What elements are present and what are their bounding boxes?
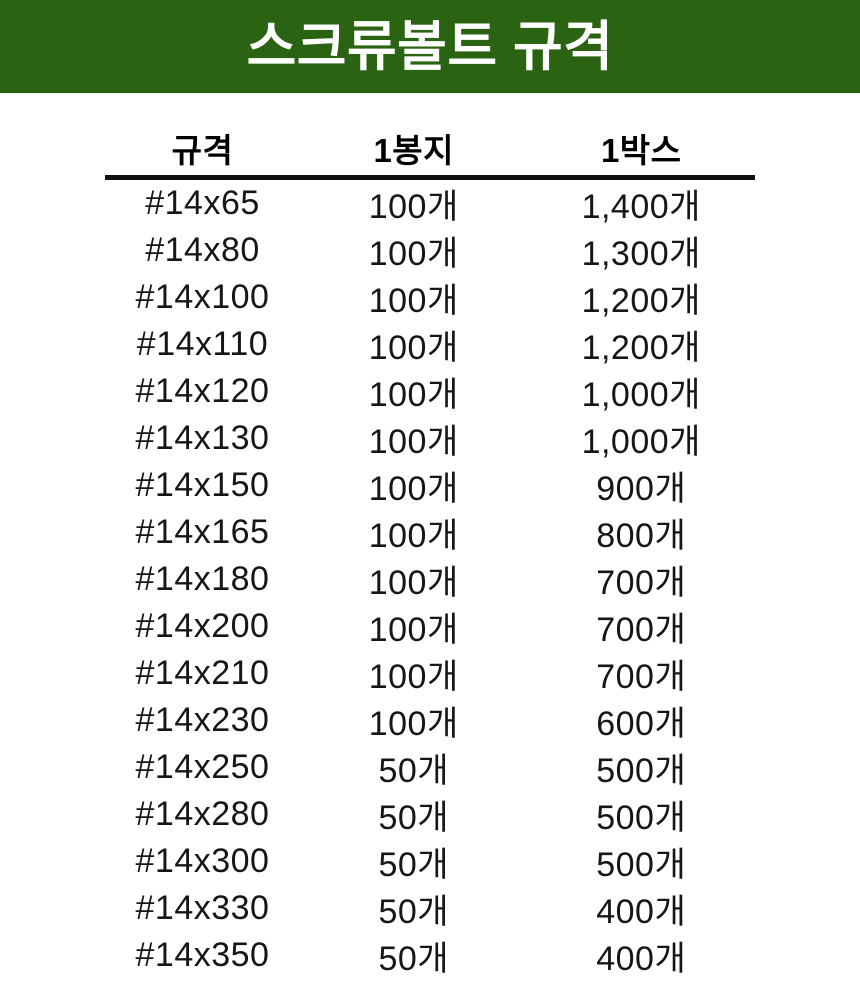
spec-cell: #14x65 (145, 184, 260, 222)
spec-cell: #14x110 (136, 325, 269, 363)
spec-cell: #14x250 (135, 748, 270, 786)
column-header: 1박스 (600, 131, 682, 169)
box-qty-cell: 700개 (596, 611, 687, 649)
table-row: #14x130 100개 1,000개 (105, 415, 755, 462)
table-row: #14x230 100개 600개 (105, 697, 755, 744)
table-row: #14x150 100개 900개 (105, 462, 755, 509)
bag-qty-cell: 100개 (368, 423, 459, 461)
spec-cell: #14x280 (135, 795, 270, 833)
table-row: #14x65 100개 1,400개 (105, 180, 755, 227)
bag-qty-cell: 100개 (368, 329, 459, 367)
bag-qty-cell: 100개 (368, 282, 459, 320)
table-row: #14x110 100개 1,200개 (105, 321, 755, 368)
bag-qty-cell: 50개 (378, 893, 450, 931)
column-header: 규격 (171, 131, 234, 169)
spec-cell: #14x80 (145, 231, 260, 269)
spec-cell: #14x180 (135, 560, 270, 598)
table-row: #14x100 100개 1,200개 (105, 274, 755, 321)
spec-cell: #14x130 (135, 419, 270, 457)
table-row: #14x210 100개 700개 (105, 650, 755, 697)
bag-qty-cell: 100개 (368, 705, 459, 743)
table-row: #14x350 50개 400개 (105, 932, 755, 979)
bag-qty-cell: 100개 (368, 188, 459, 226)
box-qty-cell: 1,000개 (581, 423, 701, 461)
table-row: #14x120 100개 1,000개 (105, 368, 755, 415)
bag-qty-cell: 100개 (368, 376, 459, 414)
bag-qty-cell: 100개 (368, 235, 459, 273)
box-qty-cell: 800개 (596, 517, 687, 555)
table-row: #14x165 100개 800개 (105, 509, 755, 556)
table-header-row: 규격 1봉지 1박스 (105, 120, 755, 180)
spec-cell: #14x210 (135, 654, 270, 692)
spec-table: 규격 1봉지 1박스 #14x65 100개 1,400개 #14x80 100개 1,300… (105, 120, 755, 979)
box-qty-cell: 1,300개 (581, 235, 701, 273)
spec-cell: #14x230 (135, 701, 270, 739)
bag-qty-cell: 50개 (378, 940, 450, 978)
bag-qty-cell: 100개 (368, 564, 459, 602)
table-row: #14x280 50개 500개 (105, 791, 755, 838)
spec-cell: #14x150 (135, 466, 270, 504)
table-row: #14x330 50개 400개 (105, 885, 755, 932)
box-qty-cell: 400개 (596, 940, 687, 978)
spec-cell: #14x300 (135, 842, 270, 880)
table-row: #14x250 50개 500개 (105, 744, 755, 791)
box-qty-cell: 500개 (596, 799, 687, 837)
spec-cell: #14x350 (135, 936, 270, 974)
box-qty-cell: 1,400개 (581, 188, 701, 226)
spec-cell: #14x330 (135, 889, 270, 927)
bag-qty-cell: 100개 (368, 658, 459, 696)
spec-cell: #14x100 (135, 278, 270, 316)
title-banner: 스크류볼트 규격 (0, 0, 860, 93)
box-qty-cell: 700개 (596, 564, 687, 602)
box-qty-cell: 600개 (596, 705, 687, 743)
table-row: #14x200 100개 700개 (105, 603, 755, 650)
bag-qty-cell: 100개 (368, 611, 459, 649)
table-body: #14x65 100개 1,400개 #14x80 100개 1,300개 #14x100 1… (105, 180, 755, 979)
bag-qty-cell: 100개 (368, 517, 459, 555)
box-qty-cell: 1,000개 (581, 376, 701, 414)
page-title: 스크류볼트 규격 (246, 16, 614, 77)
box-qty-cell: 1,200개 (581, 282, 701, 320)
bag-qty-cell: 100개 (368, 470, 459, 508)
box-qty-cell: 900개 (596, 470, 687, 508)
spec-cell: #14x200 (135, 607, 270, 645)
table-row: #14x80 100개 1,300개 (105, 227, 755, 274)
box-qty-cell: 1,200개 (581, 329, 701, 367)
box-qty-cell: 500개 (596, 752, 687, 790)
box-qty-cell: 700개 (596, 658, 687, 696)
table-row: #14x300 50개 500개 (105, 838, 755, 885)
bag-qty-cell: 50개 (378, 799, 450, 837)
table-row: #14x180 100개 700개 (105, 556, 755, 603)
bag-qty-cell: 50개 (378, 846, 450, 884)
spec-cell: #14x165 (135, 513, 270, 551)
box-qty-cell: 400개 (596, 893, 687, 931)
column-header: 1봉지 (373, 131, 455, 169)
spec-cell: #14x120 (135, 372, 270, 410)
bag-qty-cell: 50개 (378, 752, 450, 790)
box-qty-cell: 500개 (596, 846, 687, 884)
